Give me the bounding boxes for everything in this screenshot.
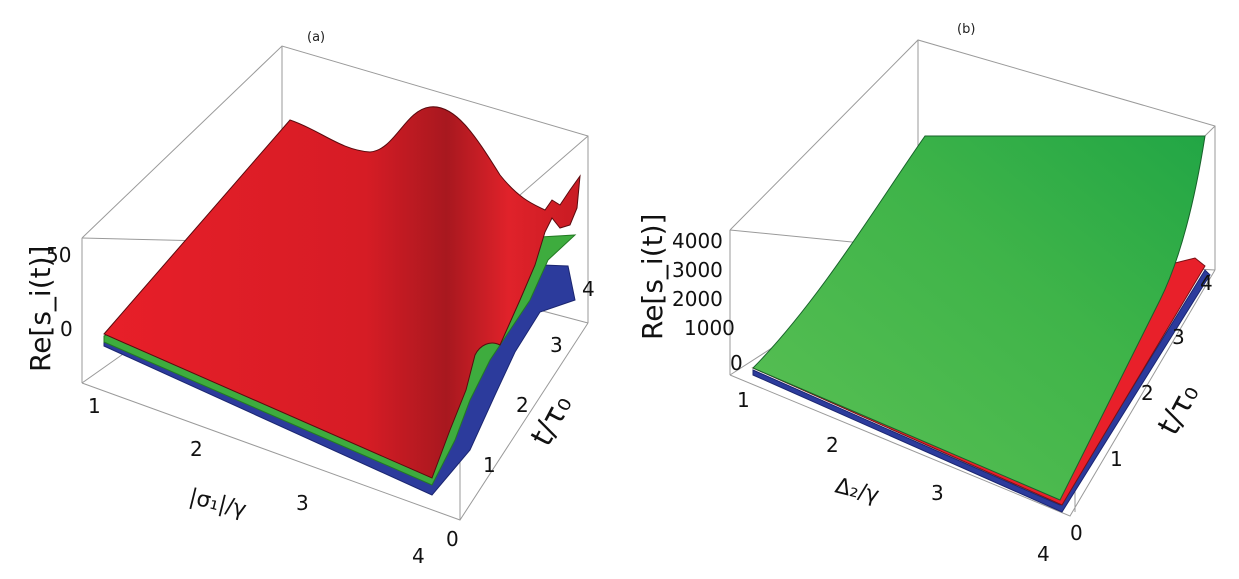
- panel-b-z-tick-0: 0: [730, 351, 743, 375]
- panel-b-x-tick-4: 4: [1037, 542, 1050, 566]
- panel-b-zlabel: Re[s_i(t)]: [636, 214, 669, 340]
- panel-b-x-tick-2: 2: [826, 433, 839, 457]
- panel-b-xlabel: Δ₂/γ: [833, 474, 882, 509]
- panel-b-tag: (b): [957, 22, 975, 37]
- panel-b-z-tick-1000: 1000: [684, 316, 735, 340]
- panel-b-ylabel: t/τ₀: [1151, 378, 1206, 440]
- panel-b-x-tick-1: 1: [737, 388, 750, 412]
- panel-a-y-tick-3: 3: [550, 333, 563, 357]
- panel-a-y-tick-1: 1: [483, 453, 496, 477]
- panel-a-surface-red: [103, 106, 581, 479]
- panel-b-y-tick-2: 2: [1141, 381, 1154, 405]
- panel-a-ylabel: t/τ₀: [524, 389, 579, 451]
- panel-a-zlabel: Re[s_i(t)]: [24, 246, 57, 372]
- panel-b-y-tick-0: 0: [1070, 521, 1083, 545]
- panel-b-z-tick-4000: 4000: [672, 229, 723, 253]
- panel-b-surface-green: [752, 135, 1206, 501]
- panel-b-z-tick-2000: 2000: [672, 287, 723, 311]
- panel-b-y-tick-3: 3: [1172, 325, 1185, 349]
- panel-b-surface-blue: [752, 269, 1211, 513]
- panel-a-tag: (a): [307, 30, 325, 45]
- panel-a-x-tick-2: 2: [190, 437, 203, 461]
- panel-a-y-tick-2: 2: [516, 393, 529, 417]
- panel-b: (b) 4000 3000 2000 1000 0 Re[s_i(t)] 1 2…: [636, 22, 1216, 566]
- panel-b-y-tick-4: 4: [1200, 271, 1213, 295]
- panel-a-y-tick-4: 4: [582, 277, 595, 301]
- panel-a-x-tick-1: 1: [88, 394, 101, 418]
- panel-a-xlabel: |σ₁|/γ: [187, 485, 249, 523]
- panel-b-x-tick-3: 3: [931, 481, 944, 505]
- panel-a: (a) 50 0 Re[s_i(t)] 1 2 3 4 |σ₁|/γ: [24, 30, 595, 568]
- panel-a-z-tick-50: 50: [46, 243, 71, 267]
- panel-a-x-tick-4: 4: [412, 544, 425, 568]
- panel-b-z-tick-3000: 3000: [672, 258, 723, 282]
- panel-a-z-tick-0: 0: [60, 317, 73, 341]
- panel-a-x-tick-3: 3: [296, 491, 309, 515]
- panel-b-y-tick-1: 1: [1110, 447, 1123, 471]
- panel-a-y-tick-0: 0: [446, 527, 459, 551]
